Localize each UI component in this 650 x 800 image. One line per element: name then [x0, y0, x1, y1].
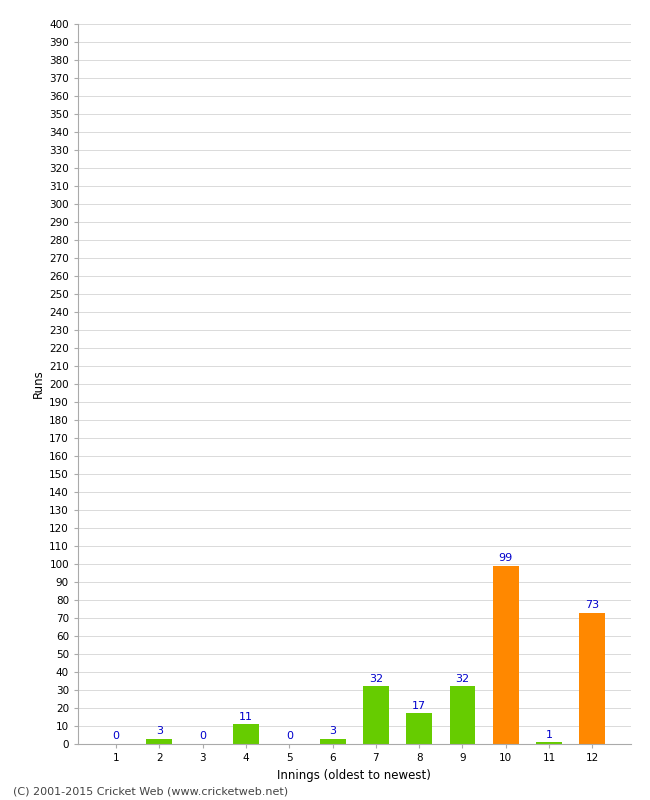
Bar: [493, 566, 519, 744]
Bar: [320, 738, 346, 744]
Bar: [363, 686, 389, 744]
Bar: [406, 714, 432, 744]
Text: 32: 32: [456, 674, 469, 684]
Text: 32: 32: [369, 674, 383, 684]
Bar: [579, 613, 605, 744]
Text: 0: 0: [199, 731, 206, 742]
Text: 11: 11: [239, 711, 253, 722]
Text: 0: 0: [112, 731, 120, 742]
Bar: [536, 742, 562, 744]
Y-axis label: Runs: Runs: [32, 370, 45, 398]
X-axis label: Innings (oldest to newest): Innings (oldest to newest): [278, 769, 431, 782]
Text: 0: 0: [286, 731, 292, 742]
Text: 3: 3: [329, 726, 336, 736]
Bar: [146, 738, 172, 744]
Text: 17: 17: [412, 701, 426, 710]
Bar: [450, 686, 476, 744]
Text: 3: 3: [156, 726, 163, 736]
Text: 73: 73: [586, 600, 599, 610]
Text: 99: 99: [499, 553, 513, 563]
Text: (C) 2001-2015 Cricket Web (www.cricketweb.net): (C) 2001-2015 Cricket Web (www.cricketwe…: [13, 786, 288, 796]
Bar: [233, 724, 259, 744]
Text: 1: 1: [545, 730, 552, 739]
